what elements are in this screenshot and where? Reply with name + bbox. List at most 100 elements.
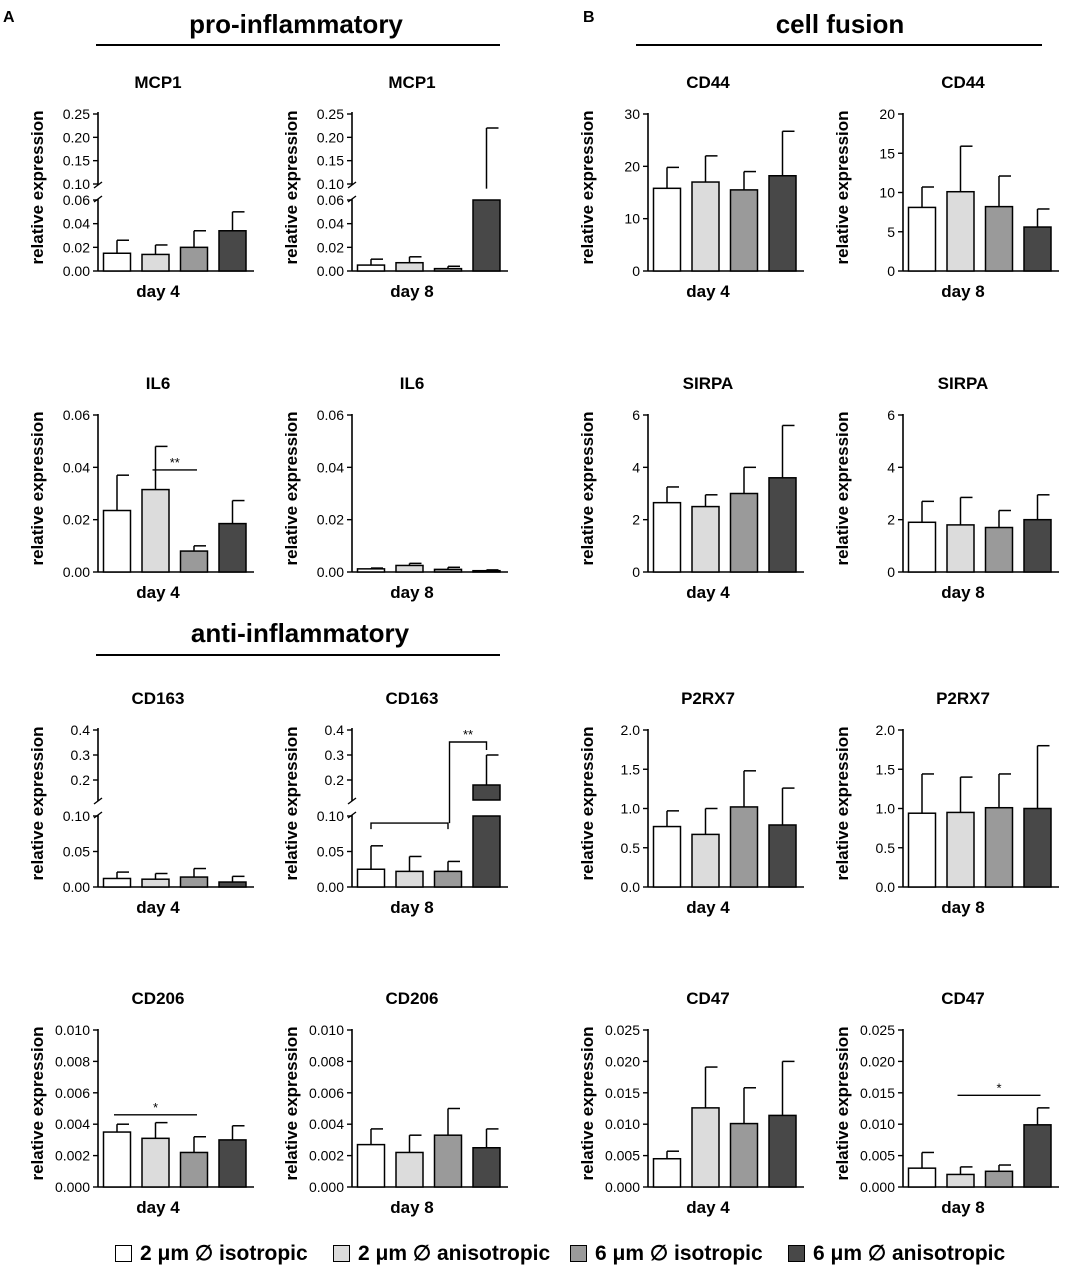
bar <box>1023 226 1052 272</box>
y-tick-label: 0.04 <box>63 459 90 475</box>
axis-break-mark <box>347 811 357 819</box>
y-axis-label: relative expression <box>578 1026 597 1180</box>
y-tick-label: 0.010 <box>55 1022 90 1038</box>
y-tick-label: 0.06 <box>63 407 90 423</box>
y-axis-label: relative expression <box>833 411 852 565</box>
y-axis-label: relative expression <box>28 726 47 880</box>
bar <box>472 199 501 272</box>
y-tick-label: 0.006 <box>309 1085 344 1101</box>
y-tick-label: 0.020 <box>605 1053 640 1069</box>
bar <box>907 812 937 888</box>
bar <box>984 806 1014 888</box>
bar <box>179 1151 209 1188</box>
bar <box>433 568 463 573</box>
y-tick-label: 0.2 <box>71 772 91 788</box>
y-tick-label: 2 <box>632 512 640 528</box>
y-tick-label: 0.004 <box>55 1116 90 1132</box>
y-tick-label: 0.008 <box>55 1053 90 1069</box>
chart-title: CD163 <box>386 689 439 708</box>
bar <box>907 521 937 573</box>
bar <box>1023 807 1052 888</box>
significance-label: ** <box>463 727 473 742</box>
bar <box>102 1131 132 1188</box>
bar <box>652 1157 682 1188</box>
y-tick-label: 0.20 <box>317 129 344 145</box>
y-tick-label: 0.025 <box>860 1022 895 1038</box>
bar <box>395 261 424 272</box>
chart-title: MCP1 <box>388 73 435 92</box>
legend-swatch <box>115 1244 132 1262</box>
y-tick-label: 30 <box>624 106 640 122</box>
figure: A B pro-inflammatory cell fusion anti-in… <box>3 9 1059 1217</box>
x-axis-label: day 8 <box>941 1198 984 1217</box>
y-tick-label: 15 <box>879 145 895 161</box>
chart-cd44_d4: CD44 day 4 relative expression 0 10 20 30 <box>578 73 804 301</box>
axis-break-mark <box>347 797 357 805</box>
y-tick-label: 0.010 <box>309 1022 344 1038</box>
chart-title: P2RX7 <box>681 689 735 708</box>
y-tick-label: 0.10 <box>63 176 90 192</box>
y-tick-label: 1.0 <box>876 801 896 817</box>
bar <box>356 1143 386 1188</box>
bar <box>984 205 1014 272</box>
legend-item-6um-isotropic: 6 μm ∅ isotropic <box>570 1238 763 1268</box>
y-tick-label: 0.06 <box>317 192 344 208</box>
y-tick-label: 0.2 <box>325 772 345 788</box>
axis-break-mark <box>93 811 103 819</box>
y-tick-label: 0.04 <box>317 216 344 232</box>
bar <box>395 564 424 573</box>
chart-cd44_d8: CD44 day 8 relative expression 0 5 10 15 20 <box>833 73 1059 301</box>
y-tick-label: 2.0 <box>876 722 896 738</box>
x-axis-label: day 4 <box>686 583 730 602</box>
y-tick-label: 0.005 <box>860 1148 895 1164</box>
bar <box>433 1134 463 1188</box>
x-axis-label: day 4 <box>686 282 730 301</box>
y-tick-label: 0.04 <box>63 216 90 232</box>
chart-title: CD206 <box>386 989 439 1008</box>
legend-item-2um-anisotropic: 2 μm ∅ anisotropic <box>333 1238 550 1268</box>
y-tick-label: 0.015 <box>605 1085 640 1101</box>
bar <box>1023 1124 1052 1188</box>
bar <box>472 1147 501 1188</box>
bar <box>652 501 682 573</box>
legend-label: 6 μm ∅ isotropic <box>595 1241 763 1265</box>
panel-label-b: B <box>583 9 595 26</box>
legend: 2 μm ∅ isotropic 2 μm ∅ anisotropic 6 μm… <box>0 1238 1084 1272</box>
bar <box>946 811 975 888</box>
x-axis-label: day 8 <box>390 1198 433 1217</box>
y-tick-label: 0.00 <box>63 263 90 279</box>
bar <box>652 187 682 272</box>
bar <box>179 246 209 272</box>
chart-title: CD44 <box>686 73 730 92</box>
y-tick-label: 0.015 <box>860 1085 895 1101</box>
y-tick-label: 6 <box>887 407 895 423</box>
y-tick-label: 0.3 <box>71 747 91 763</box>
y-axis-label: relative expression <box>833 110 852 264</box>
chart-title: P2RX7 <box>936 689 990 708</box>
y-tick-label: 0.0 <box>621 879 641 895</box>
bar <box>218 881 247 888</box>
bar <box>946 190 975 272</box>
bar <box>691 833 720 888</box>
y-axis-label: relative expression <box>282 1026 301 1180</box>
axis-break-mark <box>347 195 357 203</box>
y-tick-label: 0.000 <box>55 1179 90 1195</box>
bar <box>472 815 501 888</box>
y-tick-label: 0.000 <box>860 1179 895 1195</box>
y-tick-label: 0.00 <box>63 564 90 580</box>
y-tick-label: 0.4 <box>325 722 345 738</box>
y-tick-label: 0.00 <box>317 263 344 279</box>
chart-cd47_d8: CD47 day 8 relative expression 0.000 0.005 0.… <box>833 989 1059 1217</box>
y-tick-label: 0.5 <box>621 840 641 856</box>
y-axis-label: relative expression <box>833 1026 852 1180</box>
y-tick-label: 0.06 <box>317 407 344 423</box>
y-tick-label: 0 <box>887 263 895 279</box>
bar <box>218 522 247 573</box>
x-axis-label: day 4 <box>136 282 180 301</box>
chart-sirpa_d8: SIRPA day 8 relative expression 0 2 4 6 <box>833 374 1059 602</box>
chart-cd47_d4: CD47 day 4 relative expression 0.000 0.005 0.… <box>578 989 804 1217</box>
y-tick-label: 0 <box>632 263 640 279</box>
chart-title: CD206 <box>132 989 185 1008</box>
chart-title: CD47 <box>941 989 984 1008</box>
bar <box>102 509 132 573</box>
